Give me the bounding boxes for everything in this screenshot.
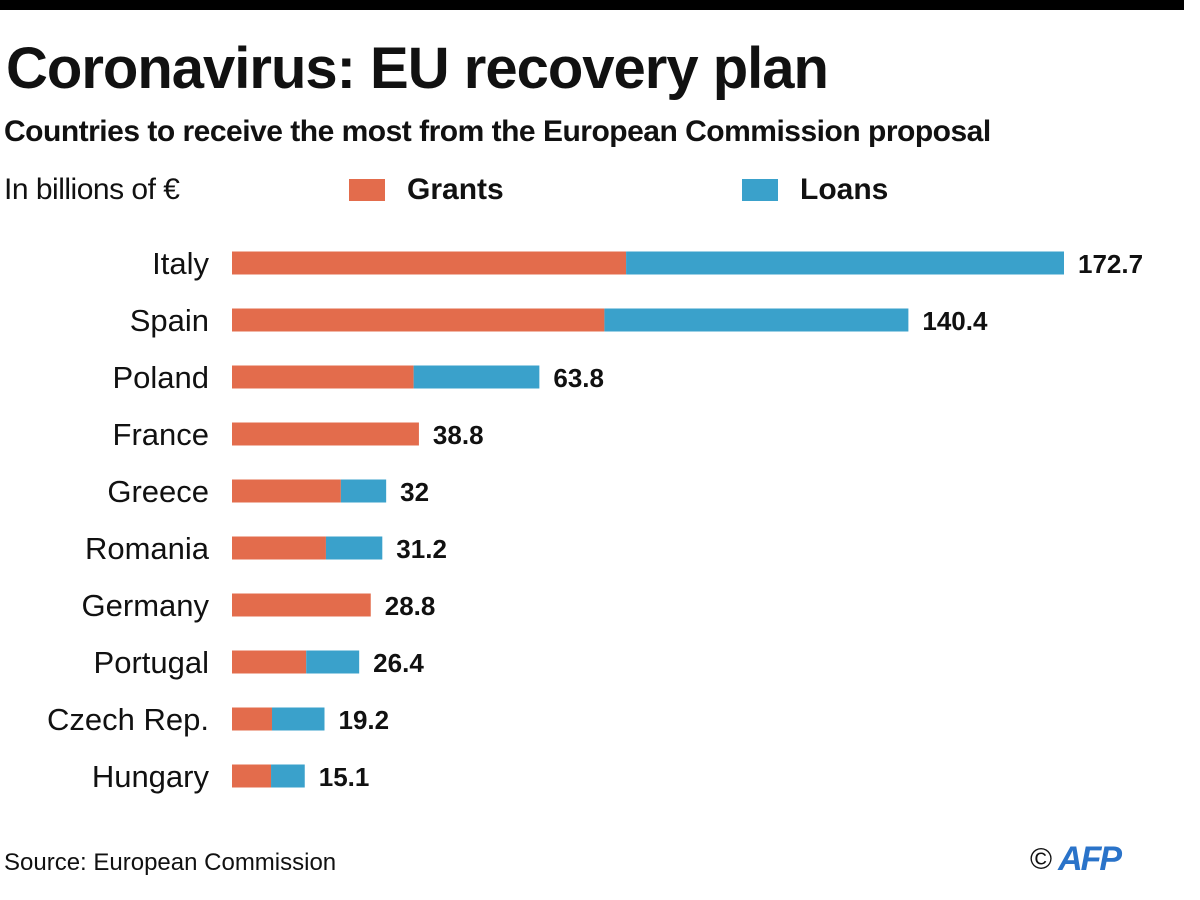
copyright-symbol: © xyxy=(1030,842,1053,876)
category-label: Spain xyxy=(130,303,209,338)
bar-loans xyxy=(271,764,305,788)
legend-label-loans: Loans xyxy=(800,173,889,206)
total-value-label: 32 xyxy=(400,477,429,507)
category-label: Germany xyxy=(82,588,210,623)
legend-swatch-grants xyxy=(349,179,385,201)
category-label: Hungary xyxy=(92,759,210,794)
bar-grants xyxy=(232,251,627,275)
source-note: Source: European Commission xyxy=(4,849,337,876)
legend-loans: Loans xyxy=(742,168,888,212)
category-label: Czech Rep. xyxy=(47,702,209,737)
chart-title: Coronavirus: EU recovery plan xyxy=(6,36,829,101)
bar-grants xyxy=(232,536,326,560)
bar-loans xyxy=(325,536,383,560)
total-value-label: 19.2 xyxy=(338,705,389,735)
afp-logo-text: AFP xyxy=(1058,840,1122,878)
bar-loans xyxy=(271,707,325,731)
legend-swatch-loans xyxy=(742,179,778,201)
bar-grants xyxy=(232,650,307,674)
legend-label-grants: Grants xyxy=(407,173,504,206)
bar-grants xyxy=(232,422,419,446)
top-rule xyxy=(0,0,1184,10)
total-value-label: 63.8 xyxy=(553,363,604,393)
bar-grants xyxy=(232,365,414,389)
total-value-label: 26.4 xyxy=(373,648,424,678)
total-value-label: 172.7 xyxy=(1078,249,1143,279)
legend-grants: Grants xyxy=(349,168,504,212)
category-label: Greece xyxy=(107,474,209,509)
unit-label: In billions of € xyxy=(4,173,180,206)
category-label: Portugal xyxy=(94,645,209,680)
category-label: France xyxy=(113,417,209,452)
total-value-label: 38.8 xyxy=(433,420,484,450)
bar-loans xyxy=(413,365,540,389)
total-value-label: 28.8 xyxy=(385,591,436,621)
bar-grants xyxy=(232,479,341,503)
bar-grants xyxy=(232,308,605,332)
bar-grants xyxy=(232,707,272,731)
total-value-label: 31.2 xyxy=(396,534,447,564)
total-value-label: 15.1 xyxy=(319,762,370,792)
bar-chart: Italy 172.7 Spain 140.4 Poland 63.8 France 38.8… xyxy=(47,246,1143,794)
bar-loans xyxy=(340,479,387,503)
bar-loans xyxy=(626,251,1064,275)
bar-grants xyxy=(232,764,272,788)
category-label: Italy xyxy=(152,246,209,281)
chart-subtitle: Countries to receive the most from the E… xyxy=(4,115,991,148)
bar-grants xyxy=(232,593,371,617)
total-value-label: 140.4 xyxy=(922,306,988,336)
bar-loans xyxy=(306,650,360,674)
bar-loans xyxy=(604,308,909,332)
category-label: Poland xyxy=(112,360,209,395)
category-label: Romania xyxy=(85,531,210,566)
afp-logo: © AFP xyxy=(1030,840,1122,879)
